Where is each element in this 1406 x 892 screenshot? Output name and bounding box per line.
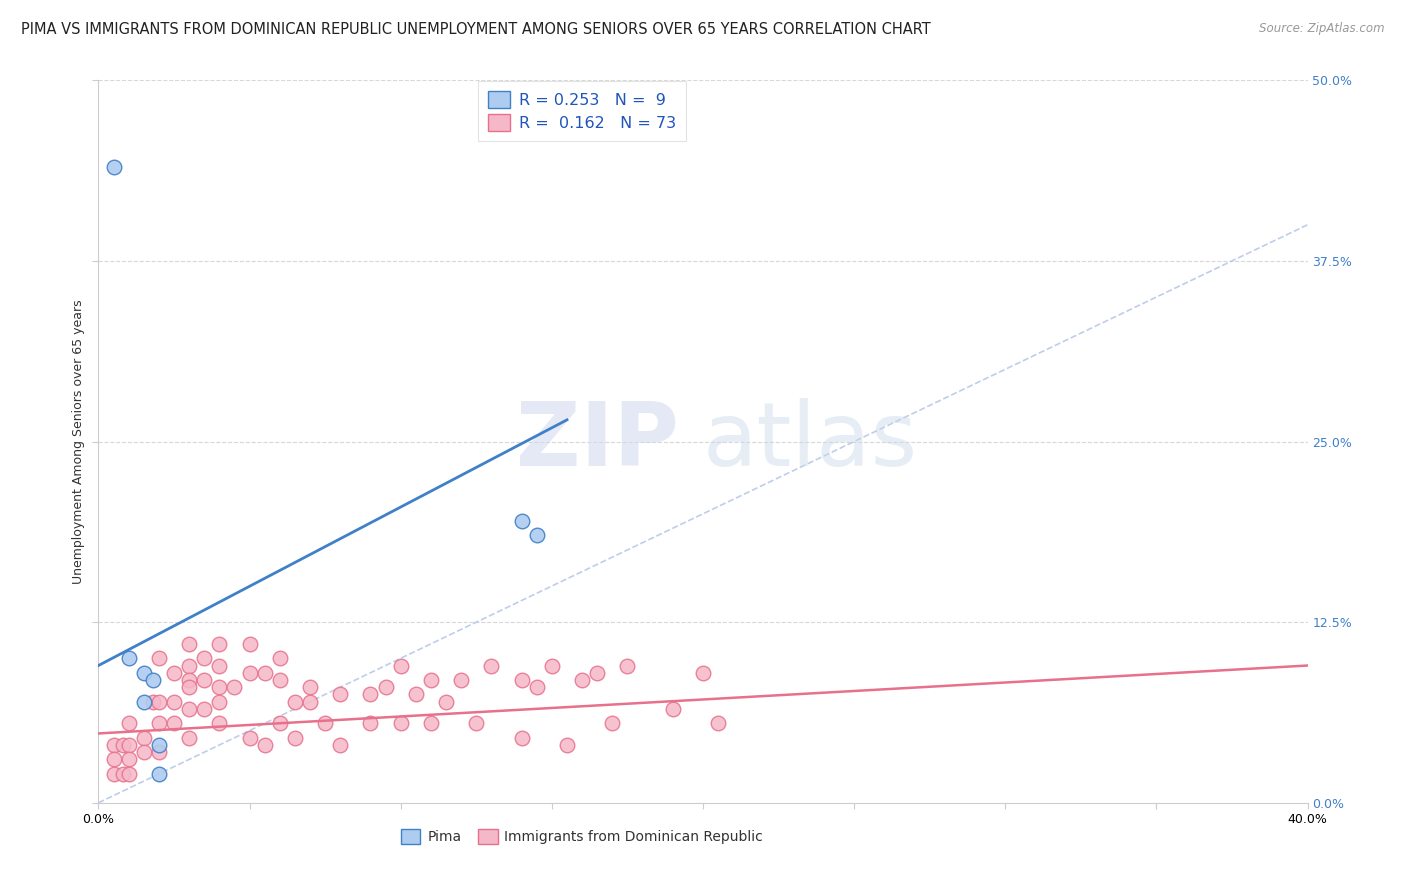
Point <box>284 695 307 709</box>
Point <box>299 695 322 709</box>
Point <box>434 695 457 709</box>
Point <box>132 745 155 759</box>
Point <box>284 731 307 745</box>
Text: atlas: atlas <box>703 398 918 485</box>
Point <box>193 702 215 716</box>
Point <box>163 665 186 680</box>
Point <box>179 658 201 673</box>
Point <box>148 767 170 781</box>
Point <box>179 731 201 745</box>
Point <box>420 716 443 731</box>
Point <box>707 716 730 731</box>
Point <box>360 716 382 731</box>
Point <box>208 658 231 673</box>
Point <box>118 752 141 766</box>
Point <box>586 665 609 680</box>
Point <box>269 673 291 687</box>
Y-axis label: Unemployment Among Seniors over 65 years: Unemployment Among Seniors over 65 years <box>72 299 84 584</box>
Point <box>103 738 125 752</box>
Point <box>465 716 488 731</box>
Point <box>540 658 562 673</box>
Point <box>148 738 170 752</box>
Point <box>314 716 336 731</box>
Point <box>253 665 276 680</box>
Point <box>299 680 322 694</box>
Point <box>208 695 231 709</box>
Point <box>111 767 134 781</box>
Point <box>329 687 352 701</box>
Point <box>239 665 262 680</box>
Point <box>111 738 134 752</box>
Point <box>132 695 155 709</box>
Point <box>148 716 170 731</box>
Point <box>132 665 155 680</box>
Point <box>103 767 125 781</box>
Point <box>179 637 201 651</box>
Point <box>179 680 201 694</box>
Point <box>510 731 533 745</box>
Point <box>118 738 141 752</box>
Point <box>208 680 231 694</box>
Point <box>103 160 125 174</box>
Point <box>661 702 683 716</box>
Point <box>571 673 593 687</box>
Text: Source: ZipAtlas.com: Source: ZipAtlas.com <box>1260 22 1385 36</box>
Point <box>163 716 186 731</box>
Point <box>389 658 412 673</box>
Point <box>360 687 382 701</box>
Point <box>208 716 231 731</box>
Text: PIMA VS IMMIGRANTS FROM DOMINICAN REPUBLIC UNEMPLOYMENT AMONG SENIORS OVER 65 YE: PIMA VS IMMIGRANTS FROM DOMINICAN REPUBL… <box>21 22 931 37</box>
Legend: Pima, Immigrants from Dominican Republic: Pima, Immigrants from Dominican Republic <box>395 823 769 850</box>
Point <box>103 752 125 766</box>
Point <box>510 514 533 528</box>
Point <box>118 651 141 665</box>
Point <box>481 658 503 673</box>
Point <box>142 695 165 709</box>
Point <box>163 695 186 709</box>
Point <box>405 687 427 701</box>
Point <box>118 716 141 731</box>
Point <box>193 651 215 665</box>
Point <box>450 673 472 687</box>
Text: ZIP: ZIP <box>516 398 679 485</box>
Point <box>269 716 291 731</box>
Point <box>420 673 443 687</box>
Point <box>142 673 165 687</box>
Point <box>132 731 155 745</box>
Point <box>253 738 276 752</box>
Point <box>148 745 170 759</box>
Point <box>118 767 141 781</box>
Point <box>526 680 548 694</box>
Point <box>602 716 624 731</box>
Point <box>389 716 412 731</box>
Point <box>239 731 262 745</box>
Point <box>269 651 291 665</box>
Point <box>193 673 215 687</box>
Point <box>224 680 246 694</box>
Point <box>510 673 533 687</box>
Point <box>555 738 578 752</box>
Point <box>148 651 170 665</box>
Point <box>148 695 170 709</box>
Point <box>526 528 548 542</box>
Point <box>179 673 201 687</box>
Point <box>616 658 638 673</box>
Point <box>329 738 352 752</box>
Point <box>208 637 231 651</box>
Point <box>179 702 201 716</box>
Point <box>374 680 396 694</box>
Point <box>239 637 262 651</box>
Point <box>692 665 714 680</box>
